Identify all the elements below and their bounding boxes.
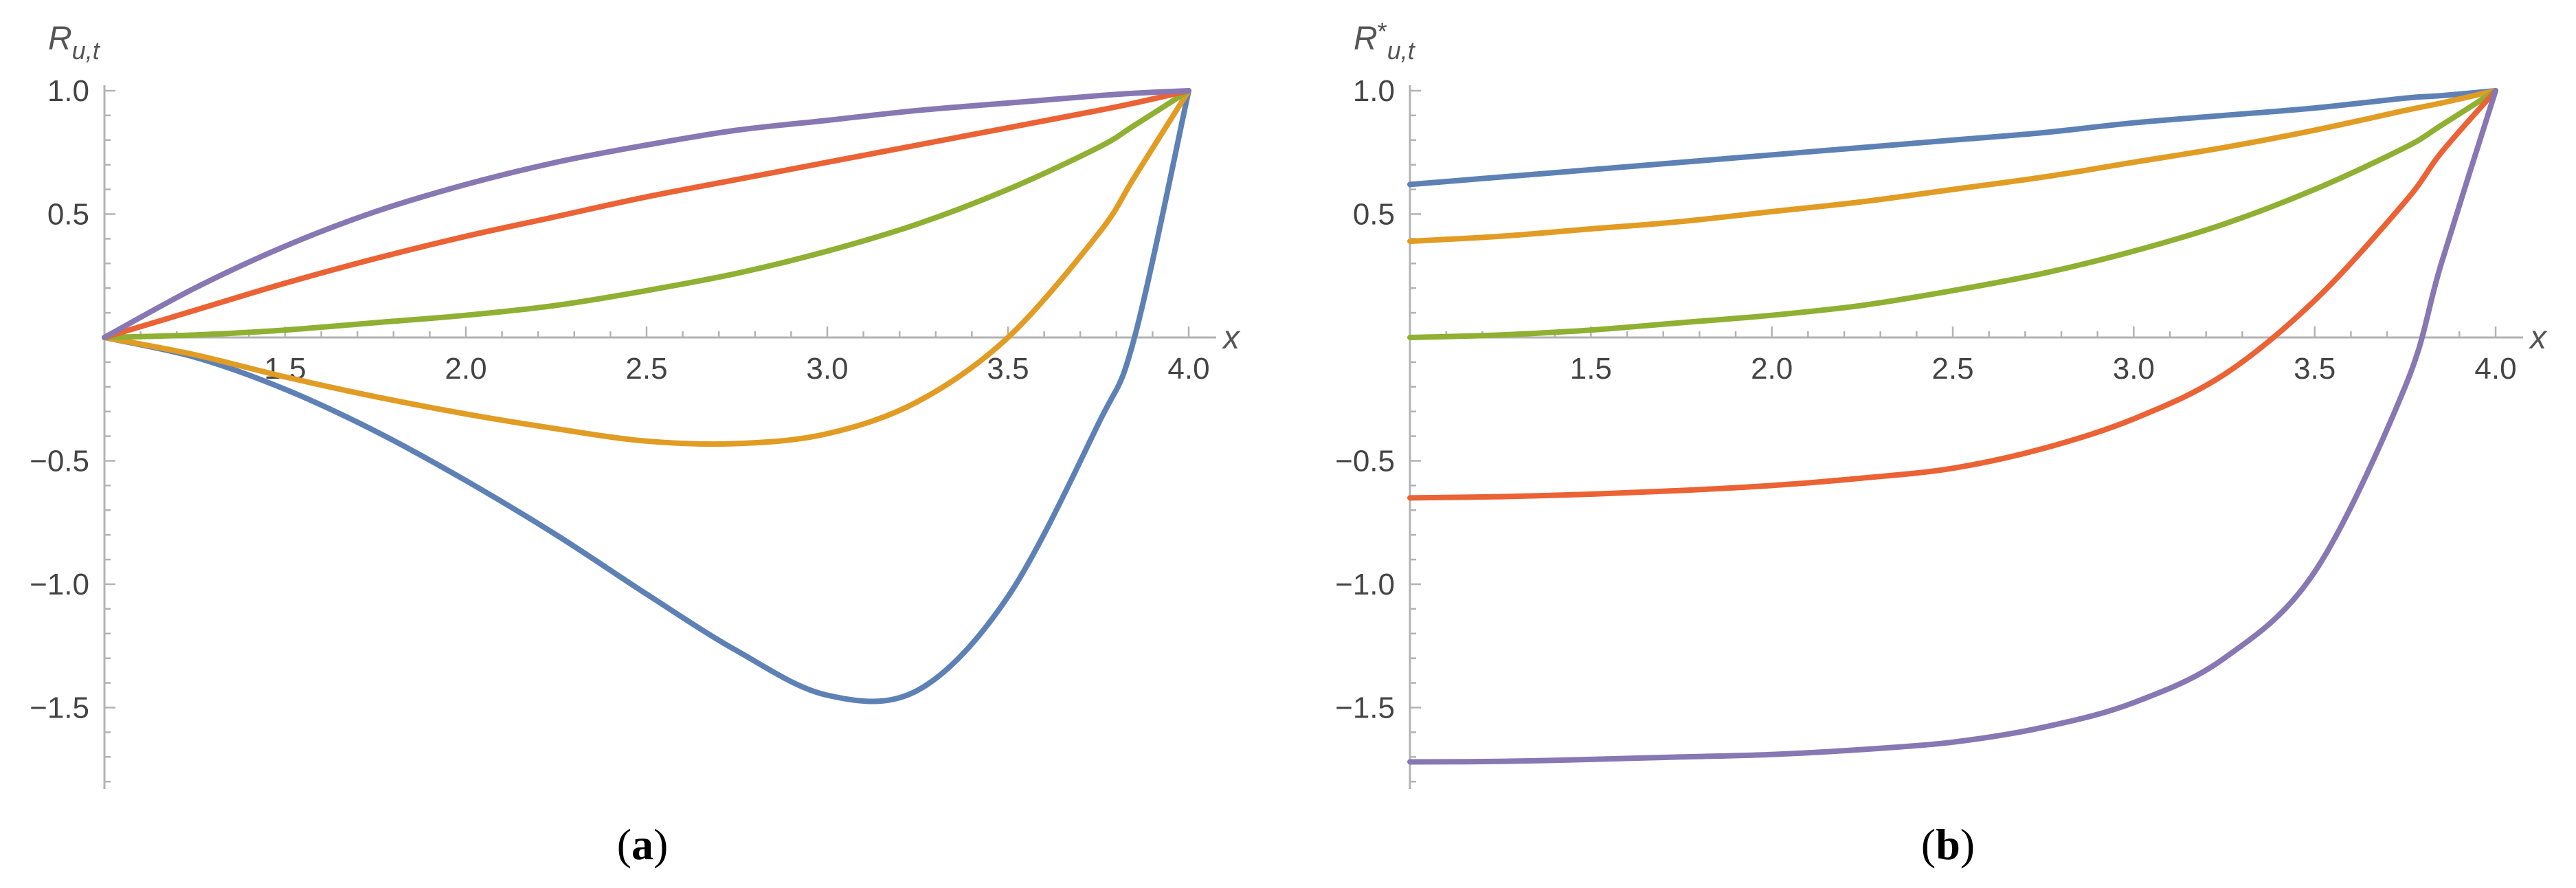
series-line-3 bbox=[102, 88, 1191, 340]
y-tick-label: −1.5 bbox=[1335, 691, 1395, 725]
x-axis-label: x bbox=[1222, 320, 1241, 356]
series-line-5 bbox=[102, 88, 1191, 340]
series-line-4 bbox=[1407, 88, 2498, 501]
x-tick-label: 2.5 bbox=[625, 352, 667, 386]
x-tick-label: 4.0 bbox=[1167, 352, 1209, 386]
series-line-2 bbox=[102, 88, 1191, 447]
series-line-5 bbox=[1407, 88, 2498, 765]
x-tick-label: 3.0 bbox=[2113, 352, 2155, 386]
y-tick-label: −0.5 bbox=[1335, 445, 1395, 478]
y-tick-label: −1.5 bbox=[30, 691, 89, 725]
x-axis-label: x bbox=[2529, 320, 2548, 356]
x-tick-label: 2.5 bbox=[1931, 352, 1973, 386]
x-tick-label: 3.5 bbox=[987, 352, 1029, 386]
y-tick-label: −1.0 bbox=[30, 568, 89, 601]
series-line-4 bbox=[102, 88, 1191, 340]
x-tick-label: 2.0 bbox=[445, 352, 486, 386]
y-axis-label: Ru,t bbox=[48, 21, 101, 65]
chart-panel-b: 1.5 2.0 2.5 3.0 3.5 4.0 1.0 0.5 −0.5 −1.0 −1.5 x R*u… bbox=[1335, 17, 2548, 869]
chart-panel-a: 1.5 2.0 2.5 3.0 3.5 4.01.00.5−0.5−1.0−1.5xRu,… bbox=[30, 21, 1241, 869]
y-tick-label: −0.5 bbox=[30, 445, 89, 478]
series-line-1 bbox=[102, 88, 1191, 704]
x-tick-label: 3.0 bbox=[806, 352, 848, 386]
series-line-3 bbox=[1407, 88, 2498, 340]
y-axis-label: R*u,t bbox=[1354, 17, 1416, 65]
series-line-1 bbox=[1407, 88, 2498, 188]
x-tick-label: 3.5 bbox=[2294, 352, 2336, 386]
y-tick-label: 1.0 bbox=[1353, 74, 1395, 108]
x-tick-label: 1.5 bbox=[1570, 352, 1612, 386]
y-tick-label: 0.5 bbox=[47, 198, 89, 232]
x-tick-label: 4.0 bbox=[2474, 352, 2516, 386]
x-tick-label: 2.0 bbox=[1751, 352, 1793, 386]
panel-label-a: (a) bbox=[617, 820, 669, 869]
series-line-2 bbox=[1407, 88, 2498, 244]
y-tick-label: 0.5 bbox=[1353, 198, 1395, 232]
panel-label-b: (b) bbox=[1921, 820, 1975, 869]
y-tick-label: 1.0 bbox=[47, 74, 89, 108]
y-tick-label: −1.0 bbox=[1335, 568, 1395, 601]
